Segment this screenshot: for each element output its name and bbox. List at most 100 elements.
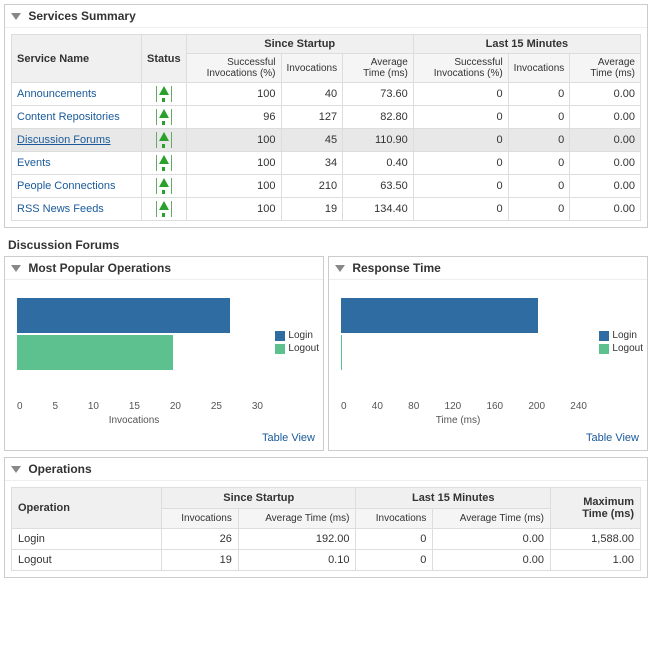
- service-link[interactable]: Events: [17, 157, 51, 169]
- response-time-panel: Response Time Login Logout 0408012016020…: [328, 256, 648, 451]
- operations-header: Operations: [5, 458, 647, 481]
- service-link[interactable]: Content Repositories: [17, 111, 120, 123]
- cell-value: 0.00: [570, 198, 641, 221]
- cell-value: 0: [413, 129, 508, 152]
- cell-value: 0: [413, 175, 508, 198]
- table-row[interactable]: Discussion Forums10045110.90000.00: [12, 129, 641, 152]
- col-ops-since: Since Startup: [162, 488, 356, 509]
- popular-ops-panel: Most Popular Operations Login Logout 0 5 1…: [4, 256, 324, 451]
- cell-value: 127: [281, 106, 343, 129]
- service-link[interactable]: RSS News Feeds: [17, 203, 104, 215]
- cell-value: 0.00: [570, 83, 641, 106]
- status-up-icon: [156, 132, 172, 148]
- cell-value: 0.00: [570, 106, 641, 129]
- col-ops-inv2: Invocations: [356, 509, 433, 529]
- table-row[interactable]: Events100340.40000.00: [12, 152, 641, 175]
- operations-panel: Operations Operation Since Startup Last …: [4, 457, 648, 578]
- cell-value: 45: [281, 129, 343, 152]
- legend-logout: Logout: [612, 343, 643, 354]
- cell-value: 0: [508, 175, 570, 198]
- table-row[interactable]: People Connections10021063.50000.00: [12, 175, 641, 198]
- chart-bar: [17, 298, 230, 333]
- cell-value: 134.40: [343, 198, 414, 221]
- cell-value: 100: [186, 175, 281, 198]
- response-time-chart: Login Logout 04080120160200240 Time (ms): [329, 280, 647, 430]
- cell-value: 0: [356, 529, 433, 550]
- service-link[interactable]: People Connections: [17, 180, 115, 192]
- cell-value: 82.80: [343, 106, 414, 129]
- status-up-icon: [156, 86, 172, 102]
- response-time-legend: Login Logout: [599, 330, 643, 356]
- collapse-icon[interactable]: [11, 265, 21, 272]
- col-ops-inv1: Invocations: [162, 509, 239, 529]
- legend-logout: Logout: [288, 343, 319, 354]
- axis-tick: 240: [570, 401, 587, 412]
- cell-operation: Logout: [12, 550, 162, 571]
- cell-value: 19: [162, 550, 239, 571]
- col-ops-max: Maximum Time (ms): [551, 488, 641, 529]
- cell-value: 0.00: [433, 529, 551, 550]
- popular-ops-xlabel: Invocations: [5, 415, 263, 426]
- cell-value: 40: [281, 83, 343, 106]
- axis-tick: 5: [52, 401, 58, 412]
- col-ops-avg1: Average Time (ms): [238, 509, 356, 529]
- table-row[interactable]: RSS News Feeds10019134.40000.00: [12, 198, 641, 221]
- axis-tick: 200: [528, 401, 545, 412]
- cell-value: 0.00: [570, 175, 641, 198]
- col-inv-1: Invocations: [281, 54, 343, 83]
- table-row[interactable]: Content Repositories9612782.80000.00: [12, 106, 641, 129]
- status-up-icon: [156, 178, 172, 194]
- cell-value: 100: [186, 152, 281, 175]
- legend-login: Login: [612, 330, 636, 341]
- col-succ-inv-1: Successful Invocations (%): [186, 54, 281, 83]
- popular-ops-table-view-link[interactable]: Table View: [262, 432, 315, 444]
- cell-value: 0.10: [238, 550, 356, 571]
- popular-ops-header: Most Popular Operations: [5, 257, 323, 280]
- response-time-title: Response Time: [352, 261, 440, 275]
- axis-tick: 120: [445, 401, 462, 412]
- col-operation: Operation: [12, 488, 162, 529]
- cell-value: 0: [413, 152, 508, 175]
- cell-value: 0: [508, 106, 570, 129]
- services-summary-title: Services Summary: [28, 9, 135, 23]
- col-since-startup: Since Startup: [186, 35, 413, 54]
- col-service-name: Service Name: [12, 35, 142, 83]
- col-last-15: Last 15 Minutes: [413, 35, 640, 54]
- cell-value: 100: [186, 198, 281, 221]
- cell-value: 0: [413, 106, 508, 129]
- service-link[interactable]: Discussion Forums: [17, 134, 111, 146]
- status-up-icon: [156, 155, 172, 171]
- axis-tick: 10: [88, 401, 99, 412]
- collapse-icon[interactable]: [335, 265, 345, 272]
- table-row[interactable]: Announcements1004073.60000.00: [12, 83, 641, 106]
- col-ops-avg2: Average Time (ms): [433, 509, 551, 529]
- chart-bar: [17, 335, 173, 370]
- cell-value: 110.90: [343, 129, 414, 152]
- cell-value: 73.60: [343, 83, 414, 106]
- col-avg-1: Average Time (ms): [343, 54, 414, 83]
- service-link[interactable]: Announcements: [17, 88, 97, 100]
- legend-login: Login: [288, 330, 312, 341]
- cell-value: 63.50: [343, 175, 414, 198]
- col-avg-2: Average Time (ms): [570, 54, 641, 83]
- collapse-icon[interactable]: [11, 13, 21, 20]
- collapse-icon[interactable]: [11, 466, 21, 473]
- axis-tick: 0: [17, 401, 23, 412]
- cell-value: 34: [281, 152, 343, 175]
- cell-value: 26: [162, 529, 239, 550]
- axis-tick: 15: [129, 401, 140, 412]
- cell-operation: Login: [12, 529, 162, 550]
- services-table: Service Name Status Since Startup Last 1…: [11, 34, 641, 221]
- cell-value: 0.40: [343, 152, 414, 175]
- col-status: Status: [142, 35, 187, 83]
- response-time-table-view-link[interactable]: Table View: [586, 432, 639, 444]
- cell-value: 19: [281, 198, 343, 221]
- cell-value: 96: [186, 106, 281, 129]
- cell-value: 1,588.00: [551, 529, 641, 550]
- cell-value: 100: [186, 129, 281, 152]
- axis-tick: 40: [372, 401, 383, 412]
- cell-value: 0: [508, 83, 570, 106]
- cell-value: 0: [413, 83, 508, 106]
- popular-ops-title: Most Popular Operations: [28, 261, 171, 275]
- cell-value: 0: [508, 152, 570, 175]
